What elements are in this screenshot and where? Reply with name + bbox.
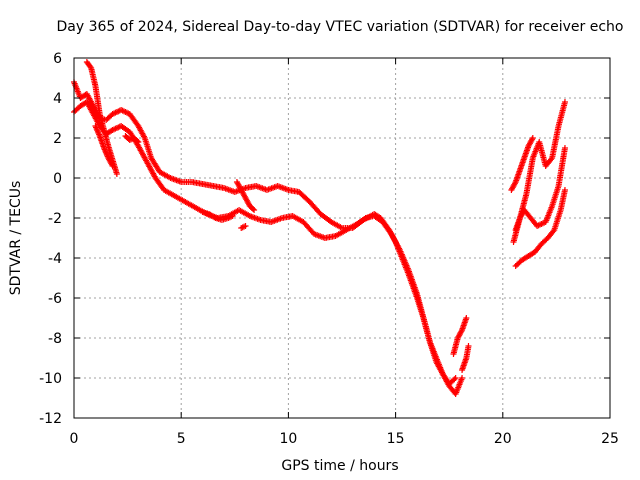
x-tick-label: 5	[177, 431, 186, 447]
data-point	[529, 135, 536, 141]
data-point	[135, 139, 142, 145]
data-point	[463, 315, 470, 321]
x-tick-label: 10	[279, 431, 297, 447]
data-point	[529, 136, 536, 143]
x-axis-label: GPS time / hours	[281, 458, 398, 474]
data-point	[459, 375, 466, 381]
data-point	[229, 213, 236, 219]
y-tick-label: -2	[48, 211, 62, 227]
data-point	[458, 328, 465, 335]
data-point	[211, 214, 218, 221]
data-point	[561, 187, 568, 193]
y-axis-label: SDTVAR / TECUs	[8, 181, 24, 296]
y-tick-label: -4	[48, 251, 62, 267]
data-point	[561, 99, 568, 105]
chart-title: Day 365 of 2024, Sidereal Day-to-day VTE…	[57, 19, 624, 35]
data-point	[561, 145, 568, 151]
data-point	[511, 180, 518, 187]
y-tick-label: 6	[53, 51, 62, 67]
data-point	[242, 223, 249, 229]
x-tick-label: 0	[70, 431, 79, 447]
x-tick-label: 20	[494, 431, 512, 447]
x-tick-label: 15	[387, 431, 405, 447]
y-tick-label: -6	[48, 291, 62, 307]
data-point	[109, 163, 116, 169]
data-point	[548, 156, 555, 163]
data-point	[108, 161, 115, 168]
x-tick-label: 25	[601, 431, 619, 447]
y-tick-label: -8	[48, 331, 62, 347]
y-tick-label: -12	[39, 411, 62, 427]
plot-frame	[73, 57, 611, 419]
y-tick-label: 4	[53, 91, 62, 107]
data-points	[71, 59, 568, 397]
data-point	[251, 207, 258, 213]
axis-ticks: 0 5 10 15 20 25 -12 -10 -8 -6 -4 -2 0 2 4 6	[39, 51, 619, 447]
data-point	[113, 171, 120, 177]
data-point	[241, 223, 248, 230]
data-point	[451, 376, 458, 383]
data-point	[87, 63, 94, 70]
data-point	[452, 375, 459, 381]
grid-lines	[74, 58, 610, 418]
data-point	[239, 224, 246, 231]
data-point	[134, 138, 141, 144]
data-point	[250, 206, 257, 212]
y-tick-label: 2	[53, 131, 62, 147]
y-tick-label: -10	[39, 371, 62, 387]
data-point	[465, 343, 472, 349]
y-tick-label: 0	[53, 171, 62, 187]
